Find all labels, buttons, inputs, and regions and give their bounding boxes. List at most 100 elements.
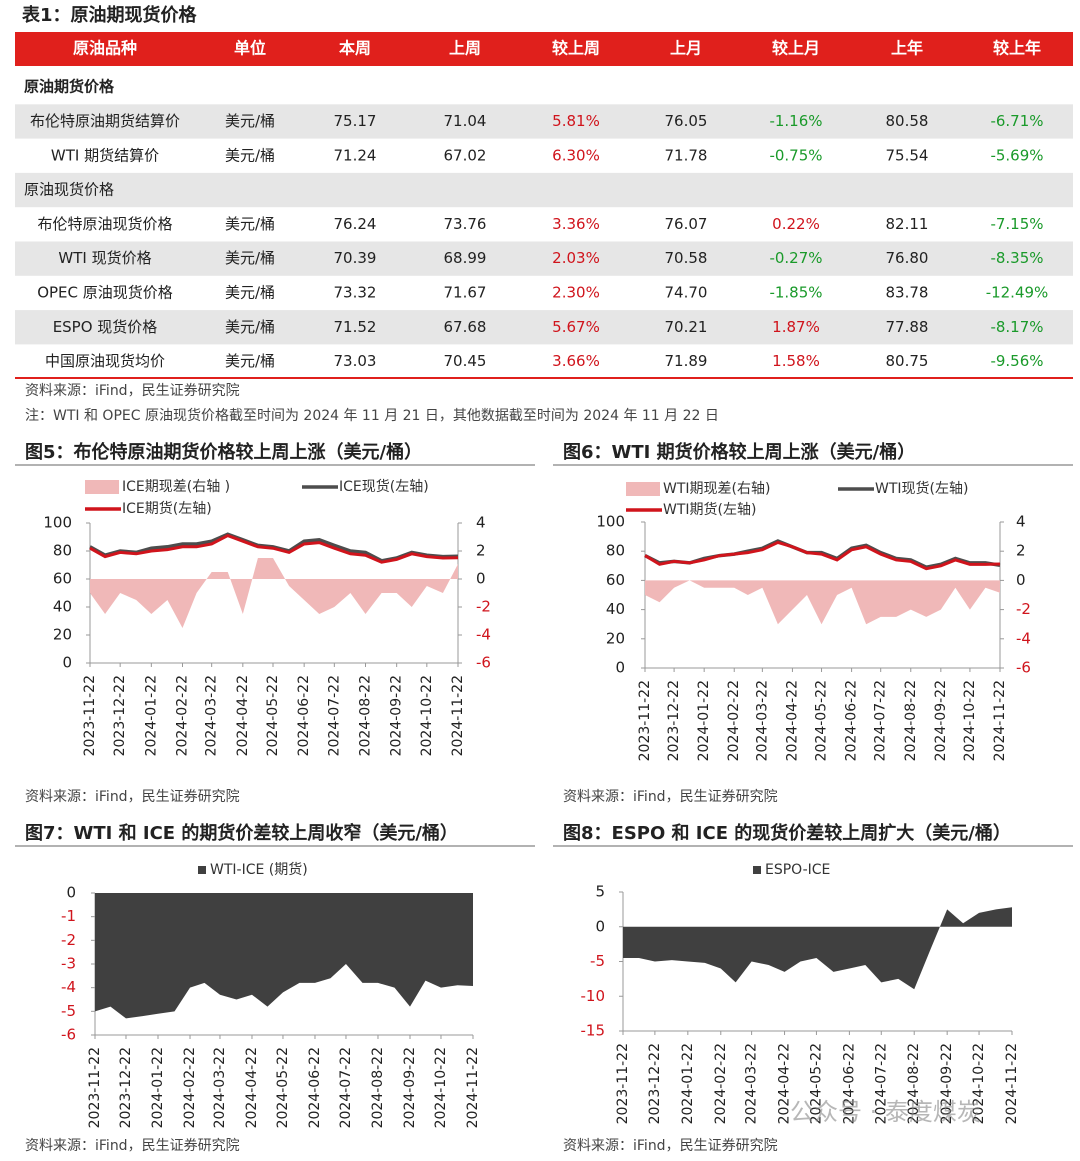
table-cell: 71.89 xyxy=(665,352,708,370)
x-tick-label: 2024-11-22 xyxy=(465,1047,481,1128)
chart-source: 资料来源：iFind，民生证券研究院 xyxy=(563,789,778,805)
x-tick-label: 2024-04-22 xyxy=(235,675,251,756)
table-cell: 布伦特原油现货价格 xyxy=(37,215,172,233)
y-tick-label: 20 xyxy=(606,629,625,647)
legend-swatch xyxy=(753,866,761,874)
y-tick-label: -3 xyxy=(61,955,76,973)
table-cell: 71.67 xyxy=(444,283,487,301)
table-cell: 美元/桶 xyxy=(225,146,275,164)
x-tick-label: 2024-06-22 xyxy=(296,675,312,756)
table-header-bg xyxy=(15,32,1073,66)
x-tick-label: 2024-09-22 xyxy=(939,1043,955,1124)
x-tick-label: 2024-09-22 xyxy=(389,675,405,756)
table-cell: 2.30% xyxy=(552,283,600,301)
table-cell: ESPO 现货价格 xyxy=(53,318,158,336)
area xyxy=(645,580,1000,625)
x-tick-label: 2024-07-22 xyxy=(338,1047,354,1128)
x-tick-label: 2024-11-22 xyxy=(450,675,466,756)
y2-tick-label: -6 xyxy=(476,654,491,672)
table-cell: 80.75 xyxy=(886,352,929,370)
x-tick-label: 2024-08-22 xyxy=(357,675,373,756)
x-tick-label: 2024-02-22 xyxy=(713,1043,729,1124)
section-label: 原油现货价格 xyxy=(24,181,114,199)
table-cell: -5.69% xyxy=(990,146,1043,164)
table-cell: 中国原油现货均价 xyxy=(45,352,165,370)
watermark: 公众号 · 泰度煤炭 xyxy=(790,1098,981,1126)
y-tick-label: -10 xyxy=(581,987,606,1005)
line xyxy=(89,533,459,564)
x-tick-label: 2024-02-22 xyxy=(726,680,742,761)
x-tick-label: 2023-11-22 xyxy=(87,1047,103,1128)
table-cell: 1.58% xyxy=(772,352,820,370)
chart-title: 图8：ESPO 和 ICE 的现货价差较上周扩大（美元/桶） xyxy=(563,822,1011,844)
table-cell: 75.54 xyxy=(886,146,929,164)
line xyxy=(644,540,1001,571)
table-cell: 82.11 xyxy=(886,215,929,233)
table-cell: 80.58 xyxy=(886,112,929,130)
x-tick-label: 2024-07-22 xyxy=(873,680,889,761)
x-tick-label: 2024-09-22 xyxy=(402,1047,418,1128)
row-band xyxy=(15,241,1073,276)
x-tick-label: 2023-11-22 xyxy=(615,1043,631,1124)
x-tick-label: 2024-06-22 xyxy=(844,680,860,761)
chart-source: 资料来源：iFind，民生证券研究院 xyxy=(25,1138,240,1154)
y-tick-label: 100 xyxy=(596,513,625,531)
x-tick-label: 2024-05-22 xyxy=(265,675,281,756)
x-tick-label: 2024-06-22 xyxy=(307,1047,323,1128)
y-tick-label: 60 xyxy=(53,570,72,588)
x-tick-label: 2024-05-22 xyxy=(275,1047,291,1128)
y2-tick-label: -2 xyxy=(1016,600,1031,618)
table-cell: 70.21 xyxy=(665,318,708,336)
y2-tick-label: 2 xyxy=(1016,542,1026,560)
x-tick-label: 2023-12-22 xyxy=(647,1043,663,1124)
table-cell: 71.24 xyxy=(334,146,377,164)
y2-tick-label: 4 xyxy=(1016,513,1026,531)
x-tick-label: 2024-11-22 xyxy=(1004,1043,1020,1124)
y-tick-label: -15 xyxy=(581,1022,606,1040)
table-cell: 美元/桶 xyxy=(225,112,275,130)
table-cell: -9.56% xyxy=(990,352,1043,370)
y-tick-label: 40 xyxy=(606,600,625,618)
x-tick-label: 2024-08-22 xyxy=(370,1047,386,1128)
table-cell: 美元/桶 xyxy=(225,318,275,336)
x-tick-label: 2024-10-22 xyxy=(962,680,978,761)
table-cell: 71.52 xyxy=(334,318,377,336)
x-tick-label: 2024-03-22 xyxy=(212,1047,228,1128)
legend-swatch xyxy=(626,482,660,496)
x-tick-label: 2024-10-22 xyxy=(433,1047,449,1128)
table-cell: 5.81% xyxy=(552,112,600,130)
y2-tick-label: 2 xyxy=(476,542,486,560)
table-cell: 布伦特原油期货结算价 xyxy=(30,112,180,130)
table-cell: 0.22% xyxy=(772,215,820,233)
y-tick-label: -1 xyxy=(61,907,76,925)
table-cell: 76.80 xyxy=(886,249,929,267)
legend-label: WTI现货(左轴) xyxy=(875,480,968,497)
table-cell: 67.02 xyxy=(444,146,487,164)
y-tick-label: 5 xyxy=(595,883,605,901)
x-tick-label: 2024-06-22 xyxy=(841,1043,857,1124)
x-tick-label: 2024-09-22 xyxy=(933,680,949,761)
table-cell: 6.30% xyxy=(552,146,600,164)
y-tick-label: 100 xyxy=(43,514,72,532)
table-cell: 76.24 xyxy=(334,215,377,233)
chart-title: 图5：布伦特原油期货价格较上周上涨（美元/桶） xyxy=(25,441,422,463)
legend-label: ICE期货(左轴) xyxy=(122,500,212,517)
chart-title: 图6：WTI 期货价格较上周上涨（美元/桶） xyxy=(563,441,915,463)
x-tick-label: 2024-02-22 xyxy=(175,675,191,756)
x-tick-label: 2024-10-22 xyxy=(971,1043,987,1124)
table-cell: 73.03 xyxy=(334,352,377,370)
x-tick-label: 2023-11-22 xyxy=(637,680,653,761)
y-tick-label: 80 xyxy=(53,542,72,560)
legend-label: ICE现货(左轴) xyxy=(339,478,429,495)
y-tick-label: -6 xyxy=(61,1026,76,1044)
table-cell: 1.87% xyxy=(772,318,820,336)
x-tick-label: 2023-11-22 xyxy=(82,675,98,756)
chart-title: 图7：WTI 和 ICE 的期货价差较上周收窄（美元/桶） xyxy=(25,822,458,844)
x-tick-label: 2024-03-22 xyxy=(754,680,770,761)
y2-tick-label: 0 xyxy=(476,570,486,588)
x-tick-label: 2024-01-22 xyxy=(143,675,159,756)
x-tick-label: 2024-11-22 xyxy=(992,680,1008,761)
y-tick-label: -5 xyxy=(61,1002,76,1020)
table-cell: 83.78 xyxy=(886,283,929,301)
section-label: 原油期货价格 xyxy=(24,78,115,96)
